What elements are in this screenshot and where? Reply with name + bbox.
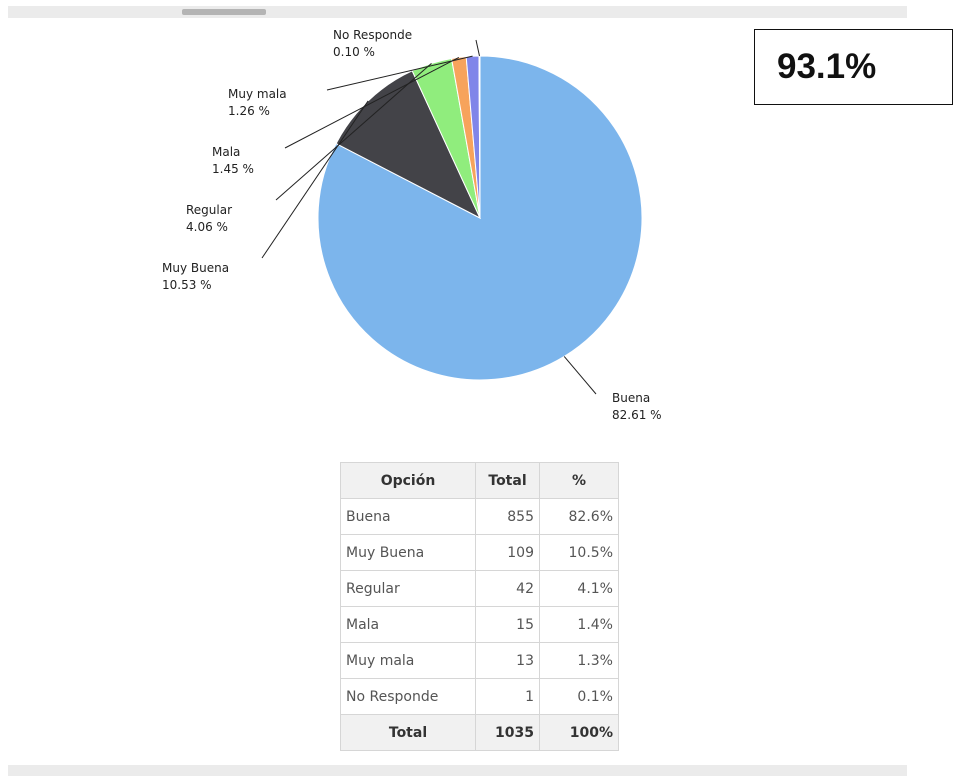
- header-option: Opción: [340, 462, 476, 499]
- cell-option: Muy Buena: [340, 534, 476, 571]
- header-percent: %: [539, 462, 619, 499]
- highlight-percentage-box: 93.1%: [754, 29, 953, 105]
- table-row: Mala 15 1.4%: [340, 606, 619, 643]
- pie-label-value: 10.53 %: [162, 278, 212, 292]
- cell-total: 1: [475, 678, 540, 715]
- pie-label-value: 1.45 %: [212, 162, 254, 176]
- table-row: Muy mala 13 1.3%: [340, 642, 619, 679]
- cell-percent: 1.3%: [539, 642, 619, 679]
- pie-label-value: 82.61 %: [612, 408, 662, 422]
- header-total: Total: [475, 462, 540, 499]
- cell-total: 15: [475, 606, 540, 643]
- scrollbar-thumb[interactable]: [182, 9, 266, 15]
- table-row: Regular 42 4.1%: [340, 570, 619, 607]
- pie-label-name: Muy Buena: [162, 261, 229, 275]
- pie-label-value: 0.10 %: [333, 45, 375, 59]
- table-row: No Responde 1 0.1%: [340, 678, 619, 715]
- table-row: Muy Buena 109 10.5%: [340, 534, 619, 571]
- cell-percent: 4.1%: [539, 570, 619, 607]
- cell-option: Buena: [340, 498, 476, 535]
- pie-label-value: 4.06 %: [186, 220, 228, 234]
- cell-option: Regular: [340, 570, 476, 607]
- highlight-percentage: 93.1%: [777, 47, 877, 86]
- cell-percent: 0.1%: [539, 678, 619, 715]
- pie-label-name: Muy mala: [228, 87, 287, 101]
- cell-option: No Responde: [340, 678, 476, 715]
- pie-label-name: No Responde: [333, 28, 412, 42]
- results-table: Opción Total % Buena 855 82.6% Muy Buena…: [340, 462, 619, 751]
- footer-total: 1035: [475, 714, 540, 751]
- pie-chart: Buena 82.61 % Muy Buena 10.53 % Regular 4.06 …: [162, 28, 662, 422]
- cell-percent: 10.5%: [539, 534, 619, 571]
- pie-connector: [275, 63, 432, 201]
- pie-label-value: 1.26 %: [228, 104, 270, 118]
- table-row: Buena 855 82.6%: [340, 498, 619, 535]
- footer-label: Total: [340, 714, 476, 751]
- cell-percent: 82.6%: [539, 498, 619, 535]
- cell-option: Mala: [340, 606, 476, 643]
- pie-label-name: Mala: [212, 145, 240, 159]
- table-footer-row: Total 1035 100%: [340, 714, 619, 751]
- cell-total: 42: [475, 570, 540, 607]
- pie-connector: [326, 55, 473, 91]
- horizontal-scrollbar-bottom[interactable]: [8, 765, 907, 776]
- table-header-row: Opción Total %: [340, 462, 619, 499]
- cell-total: 855: [475, 498, 540, 535]
- cell-total: 109: [475, 534, 540, 571]
- pie-label-name: Buena: [612, 391, 650, 405]
- pie-connector: [284, 56, 460, 149]
- pie-connector: [261, 100, 369, 259]
- cell-percent: 1.4%: [539, 606, 619, 643]
- pie-connector: [475, 39, 480, 57]
- pie-label-name: Regular: [186, 203, 232, 217]
- cell-total: 13: [475, 642, 540, 679]
- footer-percent: 100%: [539, 714, 619, 751]
- horizontal-scrollbar-top[interactable]: [8, 6, 907, 18]
- pie-connector: [563, 356, 597, 395]
- cell-option: Muy mala: [340, 642, 476, 679]
